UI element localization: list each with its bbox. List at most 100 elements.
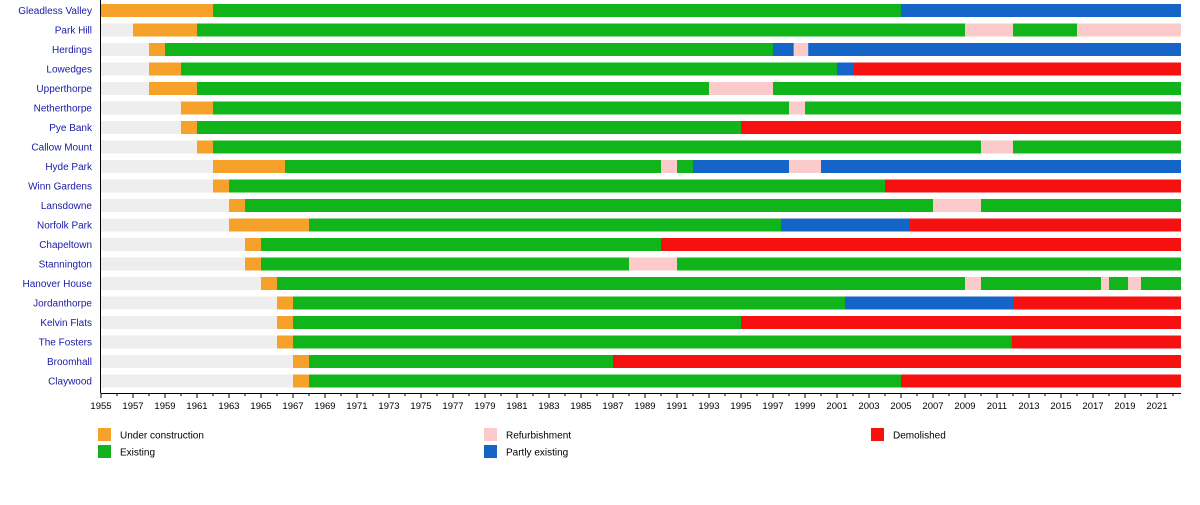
segment-existing: [677, 160, 693, 173]
timeline-row: Kelvin Flats: [40, 316, 1181, 329]
x-tick-label: 2013: [1018, 401, 1039, 412]
segment-construction: [293, 374, 309, 388]
segment-demolished: [909, 218, 1181, 232]
segment-construction: [229, 218, 309, 232]
legend-item-existing: Existing: [98, 445, 155, 459]
x-tick-label: 2019: [1114, 401, 1135, 412]
x-tick-label: 1979: [474, 401, 495, 412]
x-tick-label: 1977: [442, 401, 463, 412]
segment-demolished: [741, 316, 1181, 329]
segment-refurbishment: [793, 43, 809, 56]
segment-partly: [781, 218, 909, 232]
timeline-row: Stannington: [39, 257, 1181, 271]
row-label: Winn Gardens: [28, 182, 92, 193]
timeline-row: Gleadless Valley: [18, 4, 1181, 17]
x-tick-label: 1991: [666, 401, 687, 412]
segment-pre: [101, 374, 293, 388]
segment-construction: [149, 43, 165, 56]
segment-pre: [101, 335, 277, 349]
segment-pre: [101, 199, 229, 212]
segment-existing: [229, 179, 885, 193]
segment-existing: [677, 257, 1181, 271]
segment-construction: [277, 296, 293, 310]
segment-existing: [309, 355, 613, 368]
x-tick-label: 1987: [602, 401, 623, 412]
x-tick-label: 1955: [90, 401, 111, 412]
segment-refurbishment: [965, 277, 981, 290]
x-tick-label: 1967: [282, 401, 303, 412]
segment-existing: [261, 257, 629, 271]
legend-swatch: [484, 445, 497, 458]
row-label: Claywood: [48, 377, 92, 388]
timeline-row: Hanover House: [23, 277, 1181, 290]
segment-construction: [149, 62, 181, 76]
row-label: Jordanthorpe: [33, 299, 92, 310]
segment-existing: [165, 43, 773, 56]
segment-existing: [197, 121, 741, 134]
segment-construction: [277, 335, 293, 349]
row-label: Herdings: [52, 45, 92, 56]
segment-existing: [213, 140, 981, 154]
x-tick-label: 2015: [1050, 401, 1071, 412]
timeline-row: Pye Bank: [49, 121, 1181, 134]
segment-demolished: [1011, 335, 1181, 349]
segment-existing: [293, 335, 1012, 349]
segment-construction: [181, 101, 213, 115]
segment-construction: [293, 355, 309, 368]
x-tick-label: 1997: [762, 401, 783, 412]
legend-label: Existing: [120, 448, 155, 459]
row-label: Norfolk Park: [37, 221, 93, 232]
row-label: Stannington: [39, 260, 92, 271]
segment-demolished: [661, 238, 1181, 251]
timeline-row: The Fosters: [39, 335, 1181, 349]
row-label: Netherthorpe: [34, 104, 93, 115]
segment-demolished: [885, 179, 1181, 193]
segment-construction: [133, 23, 197, 37]
segment-construction: [261, 277, 277, 290]
segment-existing: [1141, 277, 1181, 290]
segment-existing: [197, 82, 709, 95]
row-label: Upperthorpe: [36, 84, 92, 95]
segment-refurbishment: [629, 257, 677, 271]
row-label: Hanover House: [23, 279, 93, 290]
segment-existing: [805, 101, 1181, 115]
timeline-row: Callow Mount: [31, 140, 1181, 154]
legend-item-demolished: Demolished: [871, 428, 946, 442]
x-tick-label: 2007: [922, 401, 943, 412]
segment-refurbishment: [965, 23, 1013, 37]
segment-existing: [277, 277, 965, 290]
x-tick-label: 1959: [154, 401, 175, 412]
segment-existing: [213, 101, 789, 115]
x-tick-label: 1983: [538, 401, 559, 412]
row-label: Park Hill: [55, 26, 92, 37]
timeline-row: Broomhall: [47, 355, 1181, 368]
legend-swatch: [484, 428, 497, 441]
x-tick-label: 1999: [794, 401, 815, 412]
legend-label: Demolished: [893, 431, 946, 442]
segment-partly: [821, 160, 1181, 173]
timeline-row: Park Hill: [55, 23, 1181, 37]
segment-pre: [101, 43, 149, 56]
segment-existing: [197, 23, 965, 37]
segment-construction: [229, 199, 245, 212]
segment-construction: [245, 238, 261, 251]
timeline-row: Chapeltown: [39, 238, 1181, 251]
timeline-row: Herdings: [52, 43, 1181, 56]
segment-partly: [693, 160, 789, 173]
legend-item-construction: Under construction: [98, 428, 204, 442]
segment-demolished: [741, 121, 1181, 134]
segment-demolished: [901, 374, 1181, 388]
segment-partly: [845, 296, 1013, 310]
segment-construction: [149, 82, 197, 95]
segment-existing: [309, 374, 901, 388]
timeline-row: Netherthorpe: [34, 101, 1181, 115]
segment-existing: [293, 316, 741, 329]
segment-existing: [285, 160, 661, 173]
row-label: Lansdowne: [41, 201, 93, 212]
plot-area: [101, 0, 1181, 393]
row-label: Kelvin Flats: [40, 318, 92, 329]
segment-demolished: [613, 355, 1181, 368]
segment-partly: [808, 43, 1181, 56]
legend-swatch: [98, 445, 111, 458]
segment-partly: [901, 4, 1181, 17]
